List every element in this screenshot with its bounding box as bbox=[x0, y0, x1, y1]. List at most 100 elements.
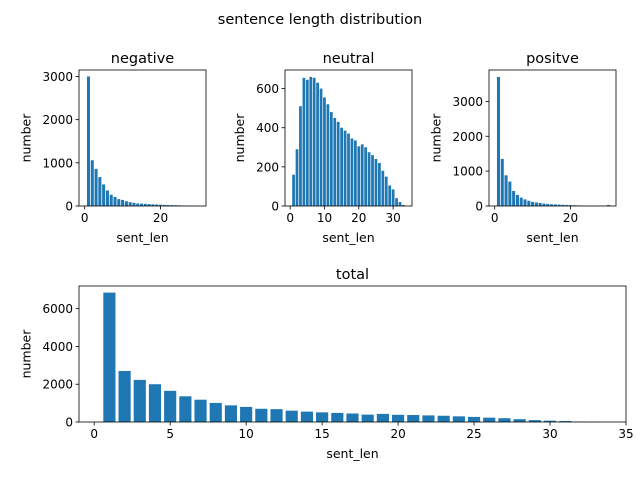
negative-bar bbox=[136, 203, 140, 206]
neutral-bar bbox=[323, 97, 326, 206]
total-y-axis-label: number bbox=[19, 329, 34, 379]
negative-bar bbox=[94, 168, 98, 206]
neutral-bar bbox=[347, 133, 350, 206]
negative-bar bbox=[140, 203, 144, 206]
neutral-bar bbox=[384, 176, 388, 206]
neutral-bar bbox=[299, 106, 302, 206]
neutral-x-tick-label: 20 bbox=[351, 211, 366, 225]
total-bar bbox=[209, 402, 222, 422]
total-bar bbox=[528, 420, 541, 422]
total-x-tick-label: 30 bbox=[542, 427, 557, 441]
neutral-y-tick-label: 400 bbox=[256, 121, 279, 135]
total-bar bbox=[316, 412, 329, 422]
neutral-bar bbox=[305, 79, 309, 206]
negative-bar bbox=[155, 204, 159, 206]
positve-bar bbox=[557, 204, 561, 206]
total-axes-frame bbox=[78, 285, 627, 423]
neutral-bar bbox=[398, 202, 402, 206]
neutral-x-tick-label: 0 bbox=[286, 211, 294, 225]
neutral-bar bbox=[326, 104, 330, 206]
total-bar bbox=[133, 379, 146, 422]
neutral-bar bbox=[378, 162, 381, 206]
neutral-axes-frame bbox=[284, 69, 413, 207]
neutral-bar bbox=[402, 205, 405, 206]
neutral-y-tick-label: 200 bbox=[256, 160, 279, 174]
positve-bar bbox=[534, 202, 538, 206]
neutral-bar bbox=[374, 159, 378, 206]
negative-bar bbox=[102, 184, 106, 206]
figure-suptitle: sentence length distribution bbox=[218, 12, 422, 28]
neutral-bar bbox=[336, 121, 340, 206]
total-bar bbox=[498, 418, 511, 422]
total-bar bbox=[103, 292, 116, 422]
neutral-bar bbox=[364, 147, 368, 206]
total-bar bbox=[376, 413, 389, 422]
neutral-bar bbox=[381, 170, 385, 206]
positve-x-axis-label: sent_len bbox=[526, 230, 578, 245]
positve-bar bbox=[561, 204, 565, 206]
negative-x-tick-label: 0 bbox=[81, 211, 89, 225]
positve-bar bbox=[565, 204, 569, 206]
total-bar bbox=[285, 410, 298, 422]
positve-bar bbox=[508, 181, 512, 206]
neutral-bar bbox=[295, 149, 299, 206]
positve-y-tick-label: 2000 bbox=[452, 130, 483, 144]
negative-bar bbox=[105, 190, 109, 206]
negative-bar bbox=[86, 76, 90, 206]
total-bar bbox=[270, 409, 283, 422]
total-bar bbox=[392, 414, 405, 422]
total-bar bbox=[422, 415, 435, 422]
total-x-tick-label: 15 bbox=[314, 427, 329, 441]
total-bar bbox=[452, 416, 465, 422]
negative-bar bbox=[151, 204, 155, 206]
neutral-bar bbox=[312, 77, 316, 207]
total-bar bbox=[179, 396, 192, 422]
negative-bar bbox=[132, 202, 136, 206]
negative-x-axis-label: sent_len bbox=[116, 230, 168, 245]
total-bar bbox=[407, 415, 420, 422]
total-bar bbox=[194, 399, 207, 422]
neutral-y-tick-label: 600 bbox=[256, 82, 279, 96]
negative-bar bbox=[90, 160, 94, 206]
negative-bar bbox=[158, 204, 163, 206]
positve-title: positve bbox=[526, 51, 579, 67]
negative-bar bbox=[121, 199, 125, 206]
total-bar bbox=[437, 415, 450, 422]
positve-x-tick-label: 20 bbox=[563, 211, 578, 225]
negative-y-axis-label: number bbox=[19, 113, 34, 163]
total-bar bbox=[346, 413, 359, 422]
negative-y-tick-label: 3000 bbox=[42, 70, 73, 84]
positve-bar bbox=[553, 204, 557, 206]
neutral-bar bbox=[340, 127, 344, 206]
neutral-y-tick-label: 0 bbox=[271, 200, 279, 214]
negative-axes-frame bbox=[78, 69, 207, 207]
total-y-tick-label: 4000 bbox=[42, 340, 73, 354]
positve-bar bbox=[538, 203, 542, 206]
neutral-bar bbox=[343, 130, 347, 206]
total-x-tick-label: 0 bbox=[90, 427, 98, 441]
total-bar bbox=[331, 412, 344, 422]
total-bar bbox=[224, 405, 238, 422]
positve-bar bbox=[606, 204, 610, 206]
positve-bar bbox=[531, 201, 535, 206]
neutral-bar bbox=[316, 82, 319, 206]
positve-bar bbox=[546, 203, 550, 206]
neutral-y-axis-label: number bbox=[232, 113, 247, 163]
total-y-tick-label: 6000 bbox=[42, 302, 73, 316]
neutral-bar bbox=[292, 174, 295, 206]
total-bar bbox=[240, 406, 253, 422]
total-bar bbox=[467, 416, 481, 422]
chart-panel-total: 0 5 10 15 20 25 30 35 0 2000 4000 6000 total sent_len… bbox=[19, 267, 634, 461]
total-x-tick-label: 35 bbox=[618, 427, 633, 441]
negative-x-tick-label: 20 bbox=[153, 211, 168, 225]
total-bar bbox=[543, 420, 557, 422]
neutral-bar bbox=[360, 144, 364, 206]
neutral-bar bbox=[353, 140, 357, 206]
total-x-tick-label: 25 bbox=[466, 427, 481, 441]
positve-bar bbox=[527, 200, 531, 206]
negative-bar bbox=[128, 202, 132, 206]
positve-bar bbox=[523, 199, 527, 206]
neutral-bar bbox=[388, 185, 392, 206]
positve-bar bbox=[500, 158, 504, 206]
